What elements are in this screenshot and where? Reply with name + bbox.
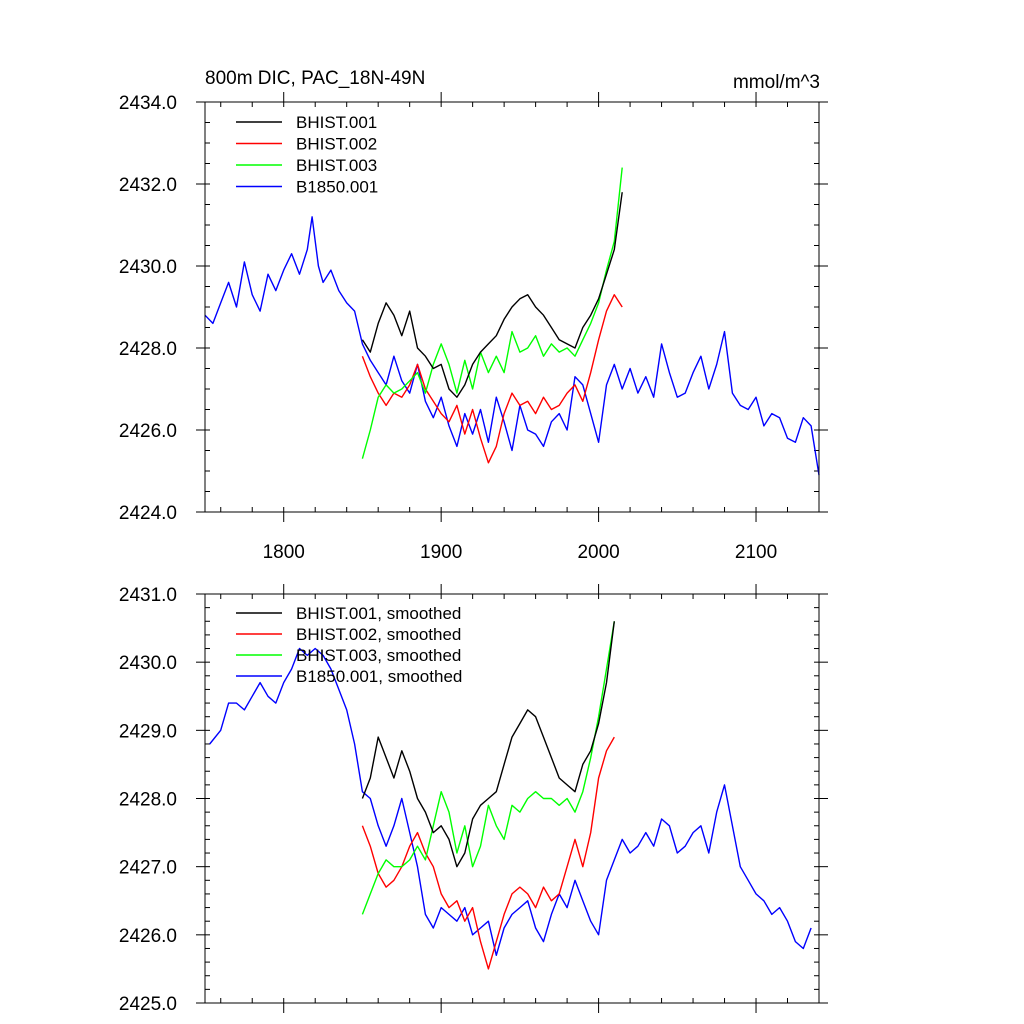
- top-legend-label-b1850-001: B1850.001: [296, 178, 378, 197]
- bottom-legend-label-bhist-002-smoothed: BHIST.002, smoothed: [296, 625, 461, 644]
- bottom-y-tick-label: 2430.0: [119, 653, 177, 674]
- bottom-legend-label-b1850-001-smoothed: B1850.001, smoothed: [296, 667, 462, 686]
- top-y-tick-label: 2430.0: [119, 257, 177, 278]
- bottom-y-tick-label: 2431.0: [119, 585, 177, 606]
- top-series-group: [204, 167, 820, 476]
- top-x-tick-label: 2000: [577, 542, 619, 563]
- top-y-tick-label: 2424.0: [119, 503, 177, 524]
- top-major-ticks: 1800 1900 2000 2100 2424.0 2426.0 2428.0 2430.0…: [119, 92, 828, 563]
- bottom-series-group: [209, 621, 812, 970]
- bottom-series-bhist-002-smoothed: [361, 736, 615, 970]
- bottom-y-tick-label: 2427.0: [119, 858, 177, 879]
- top-legend-label-bhist-001: BHIST.001: [296, 113, 377, 132]
- bottom-panel: 2425.0 2426.0 2427.0 2428.0 2429.0 2430.0 2431…: [119, 584, 828, 1015]
- top-chart-units: mmol/m^3: [733, 72, 820, 93]
- top-series-bhist-002: [361, 294, 623, 464]
- top-y-tick-label: 2434.0: [119, 93, 177, 114]
- top-legend: BHIST.001 BHIST.002 BHIST.003 B1850.001: [236, 113, 378, 197]
- top-y-tick-label: 2432.0: [119, 175, 177, 196]
- bottom-y-tick-label: 2429.0: [119, 721, 177, 742]
- top-x-tick-label: 1800: [263, 542, 305, 563]
- top-y-tick-label: 2426.0: [119, 421, 177, 442]
- top-legend-label-bhist-003: BHIST.003: [296, 156, 377, 175]
- top-series-b1850-001: [204, 216, 820, 476]
- top-plot-frame: [204, 101, 820, 513]
- bottom-legend-label-bhist-003-smoothed: BHIST.003, smoothed: [296, 646, 461, 665]
- bottom-y-tick-label: 2425.0: [119, 994, 177, 1015]
- top-x-tick-label: 2100: [735, 542, 777, 563]
- top-x-tick-label: 1900: [420, 542, 462, 563]
- bottom-y-tick-label: 2426.0: [119, 926, 177, 947]
- top-series-bhist-001: [361, 192, 623, 398]
- bottom-series-bhist-001-smoothed: [361, 621, 615, 868]
- bottom-series-b1850-001-smoothed: [209, 647, 812, 956]
- top-chart-title: 800m DIC, PAC_18N-49N: [205, 68, 425, 89]
- top-panel: 800m DIC, PAC_18N-49N mmol/m^3 1800 1900 2…: [119, 68, 828, 563]
- bottom-y-tick-label: 2428.0: [119, 790, 177, 811]
- bottom-major-ticks: 2425.0 2426.0 2427.0 2428.0 2429.0 2430.0 2431…: [119, 584, 828, 1015]
- bottom-legend-label-bhist-001-smoothed: BHIST.001, smoothed: [296, 604, 461, 623]
- top-series-bhist-003: [361, 167, 623, 459]
- top-legend-label-bhist-002: BHIST.002: [296, 135, 377, 154]
- top-y-tick-label: 2428.0: [119, 339, 177, 360]
- bottom-series-bhist-003-smoothed: [361, 621, 615, 915]
- bottom-legend: BHIST.001, smoothed BHIST.002, smoothed BH…: [236, 604, 462, 686]
